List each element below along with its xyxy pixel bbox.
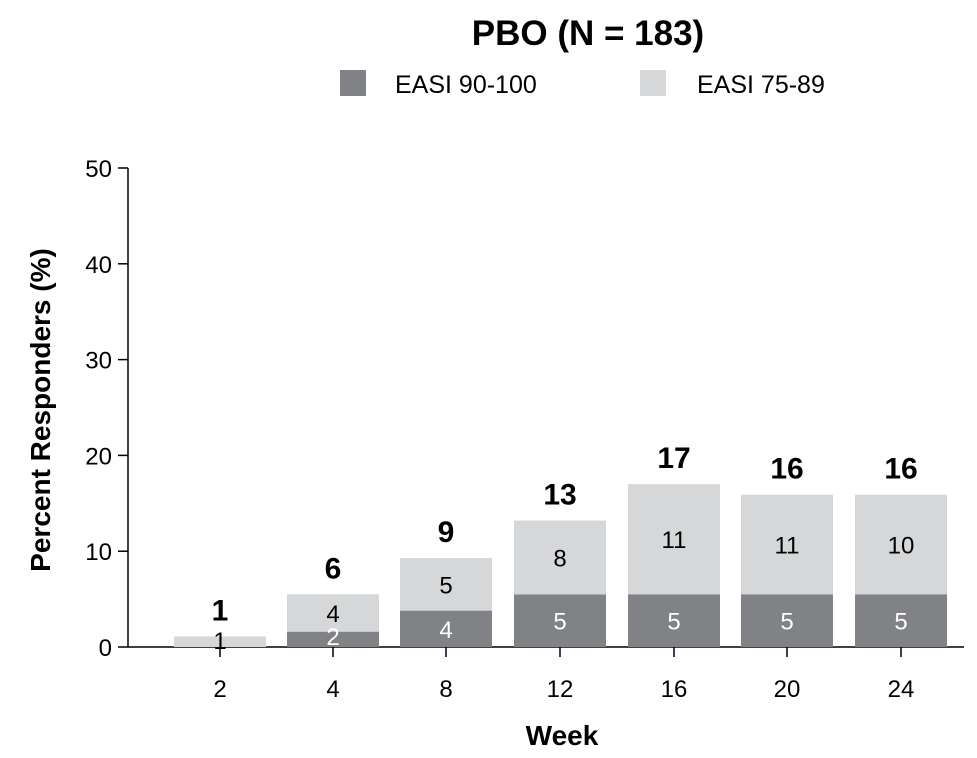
bar-segment-easi-75-89	[855, 494, 947, 595]
y-axis-label: Percent Responders (%)	[25, 248, 56, 572]
bar-segment-easi-90-100	[514, 594, 606, 647]
bar-segment-easi-75-89	[741, 494, 833, 595]
bar-segment-easi-75-89	[400, 557, 492, 611]
data-label-easi-90-100: 2	[326, 624, 339, 651]
x-tick-label: 4	[326, 676, 339, 703]
bar-segment-easi-90-100	[287, 631, 379, 647]
legend-swatch	[640, 70, 666, 96]
x-ticks: 2 4 8 12 16 20 24	[213, 647, 914, 703]
data-label-easi-90-100: 5	[667, 609, 680, 636]
bar-total-label: 16	[770, 453, 803, 486]
data-label-easi-75-89: 1	[213, 628, 226, 655]
y-tick-label: 50	[85, 156, 112, 183]
y-tick-label: 30	[85, 348, 112, 375]
data-label-easi-90-100: 5	[553, 609, 566, 636]
bar-segment-easi-90-100	[855, 594, 947, 647]
legend-swatch	[340, 70, 366, 96]
bar-segment-easi-75-89	[514, 520, 606, 595]
data-label-easi-75-89: 11	[775, 532, 800, 559]
data-label-easi-75-89: 8	[553, 545, 566, 572]
x-tick-label: 16	[661, 676, 688, 703]
y-tick-label: 0	[99, 635, 112, 662]
bar-segment-easi-90-100	[400, 610, 492, 647]
data-label-easi-90-100: 5	[780, 609, 793, 636]
y-tick-label: 40	[85, 252, 112, 279]
y-tick-label: 20	[85, 443, 112, 470]
legend-label: EASI 75-89	[697, 71, 825, 99]
y-ticks: 0 10 20 30 40 50	[85, 156, 128, 662]
bar-total-label: 17	[657, 442, 690, 475]
data-label-easi-75-89: 11	[662, 527, 687, 554]
x-tick-label: 12	[547, 676, 574, 703]
legend-label: EASI 90-100	[395, 71, 537, 99]
x-tick-label: 8	[439, 676, 452, 703]
bar-segment-easi-90-100	[741, 594, 833, 647]
bar-segment-easi-75-89	[628, 484, 720, 595]
bar-total-label: 9	[438, 516, 455, 549]
bar-segment-easi-75-89	[287, 594, 379, 632]
bar-segment-easi-75-89	[174, 636, 266, 647]
y-tick-label: 10	[85, 539, 112, 566]
x-axis-label: Week	[526, 720, 599, 751]
data-label-easi-90-100: 4	[439, 617, 452, 644]
legend: EASI 90-100 EASI 75-89	[340, 70, 825, 99]
chart-title: PBO (N = 183)	[472, 14, 704, 53]
data-label-easi-90-100: 5	[894, 609, 907, 636]
bar-total-label: 13	[543, 479, 576, 512]
x-tick-label: 24	[888, 676, 915, 703]
bar-segment-easi-90-100	[628, 594, 720, 647]
data-label-easi-75-89: 4	[326, 601, 339, 628]
x-tick-label: 20	[774, 676, 801, 703]
data-label-easi-75-89: 10	[888, 532, 915, 559]
bar-total-label: 16	[884, 453, 917, 486]
bar-total-label: 6	[325, 552, 342, 585]
bar-total-label: 1	[212, 594, 229, 627]
data-label-easi-75-89: 5	[439, 572, 452, 599]
x-tick-label: 2	[213, 676, 226, 703]
